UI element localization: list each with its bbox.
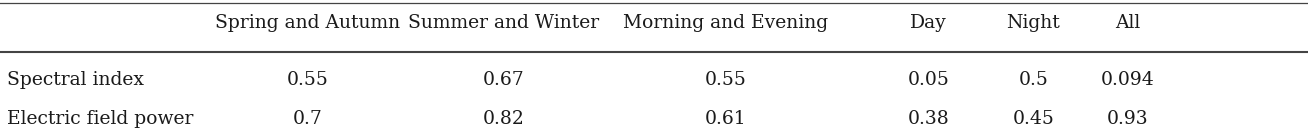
Text: Summer and Winter: Summer and Winter	[408, 14, 599, 32]
Text: Electric field power: Electric field power	[7, 110, 192, 128]
Text: 0.55: 0.55	[286, 71, 328, 89]
Text: Spring and Autumn: Spring and Autumn	[215, 14, 400, 32]
Text: Night: Night	[1006, 14, 1061, 32]
Text: 0.82: 0.82	[483, 110, 525, 128]
Text: Day: Day	[910, 14, 947, 32]
Text: 0.67: 0.67	[483, 71, 525, 89]
Text: 0.094: 0.094	[1100, 71, 1155, 89]
Text: Spectral index: Spectral index	[7, 71, 144, 89]
Text: 0.93: 0.93	[1107, 110, 1148, 128]
Text: 0.7: 0.7	[293, 110, 322, 128]
Text: 0.55: 0.55	[705, 71, 747, 89]
Text: 0.5: 0.5	[1019, 71, 1048, 89]
Text: 0.38: 0.38	[908, 110, 950, 128]
Text: Morning and Evening: Morning and Evening	[624, 14, 828, 32]
Text: 0.61: 0.61	[705, 110, 747, 128]
Text: All: All	[1114, 14, 1141, 32]
Text: 0.05: 0.05	[908, 71, 950, 89]
Text: 0.45: 0.45	[1012, 110, 1054, 128]
